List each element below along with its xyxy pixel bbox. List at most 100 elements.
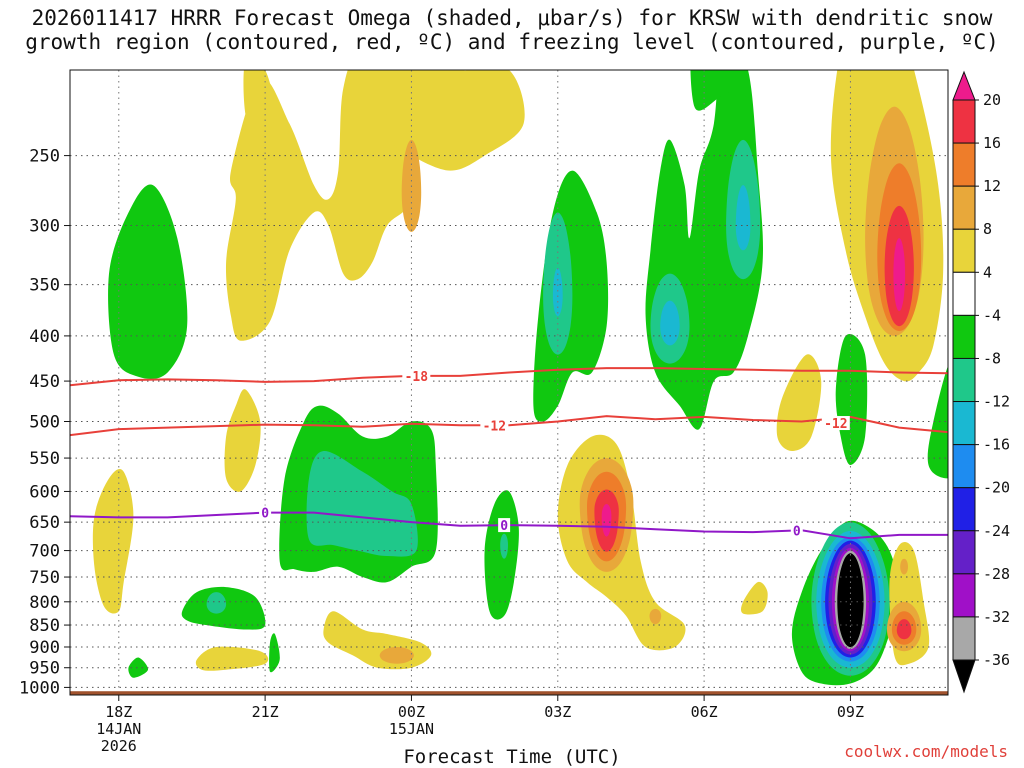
- contour-label: 0: [500, 519, 508, 534]
- pressure-axis: 2503003504004505005506006507007508008509…: [19, 147, 70, 698]
- omega-positive-region: [224, 389, 261, 492]
- contour-label: -12: [824, 417, 847, 432]
- colorbar-label: -16: [983, 436, 1010, 454]
- omega-negative-region: [835, 333, 868, 465]
- pressure-tick-label: 750: [29, 568, 60, 588]
- omega-negative-region: [108, 184, 188, 380]
- site-credit: coolwx.com/models: [844, 742, 1008, 761]
- pressure-tick-label: 250: [29, 147, 60, 167]
- colorbar-band: [952, 142, 976, 187]
- chart-title-line1: 2026011417 HRRR Forecast Omega (shaded, …: [31, 6, 993, 30]
- colorbar-label: -32: [983, 608, 1010, 626]
- contour-label-bg: [498, 518, 511, 533]
- chart-title: 2026011417 HRRR Forecast Omega (shaded, …: [0, 6, 1024, 54]
- colorbar-band: [952, 185, 976, 230]
- pressure-tick-label: 600: [29, 482, 60, 502]
- colorbar-band: [952, 616, 976, 661]
- omega-colorbar: 20 16 12 8 4 -4 -8 -12 -16 -20 -24 -28 -32 -36: [952, 70, 1010, 694]
- time-tick-label: 18Z: [105, 703, 132, 721]
- colorbar-label: -28: [983, 565, 1010, 583]
- omega-positive-core: [601, 504, 612, 537]
- pressure-tick-label: 350: [29, 276, 60, 296]
- colorbar-label: -12: [983, 393, 1010, 411]
- colorbar-label: 16: [983, 134, 1001, 152]
- colorbar-band: [952, 530, 976, 575]
- omega-positive-core: [379, 647, 414, 664]
- omega-positive-core: [900, 558, 908, 575]
- colorbar-label: 4: [983, 263, 992, 281]
- colorbar-band: [952, 401, 976, 446]
- pressure-tick-label: 400: [29, 327, 60, 347]
- time-tick-label: 00Z: [398, 703, 425, 721]
- colorbar-label: 8: [983, 220, 992, 238]
- omega-positive-core: [893, 238, 906, 312]
- omega-negative-region: [927, 365, 948, 479]
- omega-positive-region: [243, 70, 275, 140]
- omega-negative-core: [206, 592, 227, 614]
- pressure-tick-label: 1000: [19, 678, 60, 698]
- omega-negative-core: [500, 533, 508, 559]
- omega-negative-region: [269, 633, 280, 673]
- pressure-tick-label: 950: [29, 659, 60, 679]
- colorbar-band: [952, 487, 976, 532]
- pressure-tick-label: 800: [29, 593, 60, 613]
- colorbar-label: -4: [983, 306, 1001, 324]
- omega-positive-region: [385, 70, 525, 171]
- contour-label-bg: [790, 523, 803, 538]
- contour-label-bg: [402, 368, 431, 383]
- omega-negative-core: [552, 267, 563, 317]
- omega-negative-region: [690, 70, 740, 111]
- temperature-contours: -18 -12 -12 0 0 0: [70, 367, 948, 539]
- time-tick-label: 21Z: [252, 703, 279, 721]
- colorbar-label: 12: [983, 177, 1001, 195]
- omega-negative-core: [660, 300, 680, 346]
- time-tick-date: 14JAN: [96, 720, 141, 738]
- colorbar-band: [952, 99, 976, 144]
- pressure-tick-label: 900: [29, 638, 60, 658]
- pressure-tick-label: 850: [29, 616, 60, 636]
- chart-title-line2: growth region (contoured, red, ºC) and f…: [25, 30, 999, 54]
- colorbar-under-arrow: [952, 659, 976, 694]
- contour-line--12: [70, 415, 948, 437]
- contour-label: 0: [793, 524, 801, 539]
- omega-negative-core: [735, 185, 751, 251]
- contour-label-bg: [480, 418, 509, 433]
- plot-frame: [69, 69, 949, 696]
- colorbar-label: 20: [983, 91, 1001, 109]
- pressure-tick-label: 700: [29, 542, 60, 562]
- colorbar-band: [952, 314, 976, 359]
- time-tick-date: 15JAN: [389, 720, 434, 738]
- omega-positive-region: [195, 646, 269, 671]
- contour-label: -12: [483, 419, 506, 434]
- colorbar-band: [952, 573, 976, 618]
- pressure-tick-label: 500: [29, 413, 60, 433]
- time-tick-year: 2026: [101, 737, 137, 755]
- omega-positive-core: [649, 608, 662, 625]
- time-tick-label: 03Z: [544, 703, 571, 721]
- omega-negative-region: [128, 657, 149, 678]
- colorbar-label: -24: [983, 522, 1010, 540]
- x-axis-title: Forecast Time (UTC): [403, 746, 621, 768]
- pressure-tick-label: 450: [29, 372, 60, 392]
- omega-positive-core: [896, 619, 912, 640]
- omega-positive-region: [92, 469, 134, 614]
- colorbar-band: [952, 357, 976, 403]
- contour-label: 0: [261, 507, 269, 522]
- colorbar-band: [952, 444, 976, 489]
- omega-shading: [92, 70, 948, 686]
- contour-line--18: [70, 367, 948, 387]
- omega-positive-region: [740, 581, 768, 615]
- contour-label: -18: [405, 370, 429, 385]
- time-tick-label: 09Z: [837, 703, 864, 721]
- colorbar-over-arrow: [952, 70, 976, 101]
- omega-positive-region: [323, 611, 432, 670]
- colorbar-label: -20: [983, 479, 1010, 497]
- colorbar-label: -36: [983, 651, 1010, 669]
- omega-positive-region: [776, 354, 822, 451]
- terrain-ground: [70, 691, 948, 695]
- pressure-tick-label: 550: [29, 449, 60, 469]
- time-tick-label: 06Z: [691, 703, 718, 721]
- contour-label-bg: [821, 416, 850, 431]
